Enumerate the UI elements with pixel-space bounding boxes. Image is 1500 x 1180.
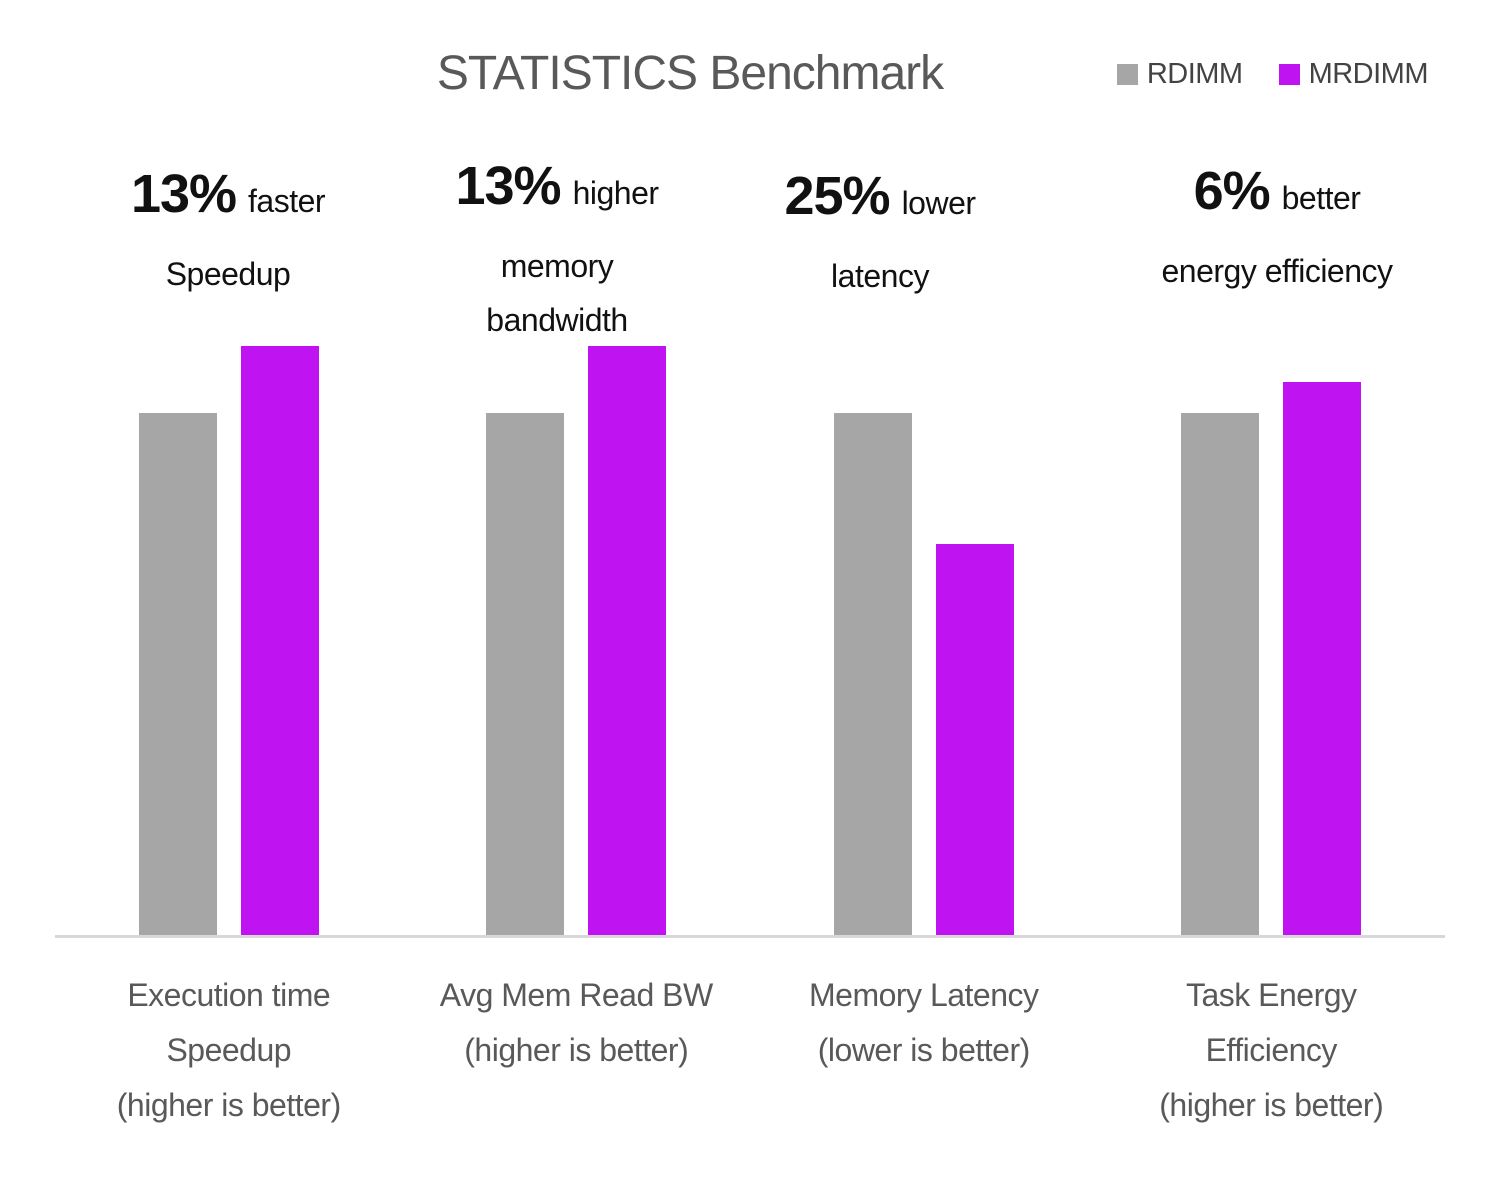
x-label-read-bw: Avg Mem Read BW (higher is better) (403, 968, 751, 1078)
legend-label-rdimm: RDIMM (1146, 58, 1243, 90)
bar-rdimm-read-bw (486, 413, 565, 935)
annotation-latency-headline: 25% lower (710, 165, 1050, 241)
annotation-bandwidth: 13% higher memory bandwidth (387, 155, 727, 347)
x-label-line: (higher is better) (1159, 1087, 1384, 1123)
annotation-energy: 6% better energy efficiency (1087, 160, 1467, 298)
bar-mrdimm-execution-time (240, 345, 319, 935)
annotation-speedup: 13% faster Speedup (58, 163, 398, 301)
annotation-latency-line2: latency (831, 258, 929, 294)
annotation-speedup-percent: 13% (130, 164, 237, 224)
plot-area (55, 330, 1445, 938)
x-label-line: Speedup (166, 1032, 292, 1068)
bar-group-read-bw (403, 330, 751, 935)
annotation-bandwidth-line2: memory (500, 248, 614, 284)
legend-item-mrdimm: MRDIMM (1278, 58, 1429, 91)
annotation-speedup-qualifier: faster (248, 183, 326, 219)
x-label-line: Efficiency (1205, 1032, 1338, 1068)
bar-rdimm-latency (833, 413, 912, 935)
x-label-execution-time: Execution time Speedup (higher is better… (55, 968, 403, 1133)
x-label-line: (higher is better) (116, 1087, 341, 1123)
annotation-speedup-line2: Speedup (165, 256, 291, 292)
bar-rdimm-energy (1181, 413, 1260, 935)
x-label-line: (lower is better) (817, 1032, 1030, 1068)
annotation-bandwidth-qualifier: higher (572, 175, 659, 211)
bar-group-execution-time (55, 330, 403, 935)
x-label-line: Execution time (127, 977, 331, 1013)
annotation-bandwidth-line3: bandwidth (486, 302, 628, 338)
legend: RDIMM MRDIMM (1116, 58, 1429, 91)
annotation-speedup-headline: 13% faster (58, 163, 398, 239)
x-label-line: Memory Latency (808, 977, 1039, 1013)
bar-mrdimm-energy (1283, 382, 1362, 935)
legend-item-rdimm: RDIMM (1116, 58, 1243, 91)
annotation-energy-line2: energy efficiency (1161, 253, 1393, 289)
annotation-latency-percent: 25% (784, 166, 890, 226)
x-label-energy: Task Energy Efficiency (higher is better… (1098, 968, 1446, 1133)
x-axis-labels: Execution time Speedup (higher is better… (55, 968, 1445, 1148)
annotation-energy-percent: 6% (1193, 161, 1271, 221)
annotation-latency-qualifier: lower (901, 185, 976, 221)
legend-label-mrdimm: MRDIMM (1308, 58, 1429, 90)
annotation-bandwidth-headline: 13% higher (387, 155, 727, 231)
x-label-line: Avg Mem Read BW (439, 977, 713, 1013)
annotation-energy-headline: 6% better (1087, 160, 1467, 236)
bar-rdimm-execution-time (138, 413, 217, 935)
annotation-energy-qualifier: better (1281, 180, 1361, 216)
x-label-line: (higher is better) (464, 1032, 689, 1068)
x-label-line: Task Energy (1185, 977, 1357, 1013)
bar-mrdimm-read-bw (588, 345, 667, 935)
bar-mrdimm-latency (935, 543, 1014, 935)
annotation-latency: 25% lower latency (710, 165, 1050, 303)
annotation-bandwidth-percent: 13% (455, 156, 561, 216)
bar-group-energy (1098, 330, 1446, 935)
bar-group-latency (750, 330, 1098, 935)
legend-swatch-rdimm (1116, 64, 1138, 85)
chart-title: STATISTICS Benchmark (436, 47, 944, 100)
legend-swatch-mrdimm (1278, 64, 1300, 85)
x-label-latency: Memory Latency (lower is better) (750, 968, 1098, 1078)
